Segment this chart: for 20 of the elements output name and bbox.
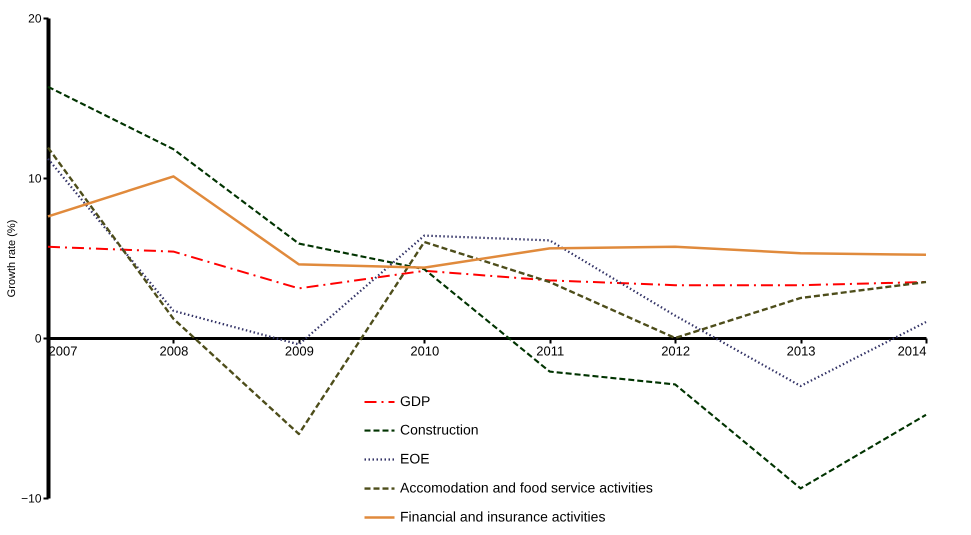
line-series [46, 175, 928, 269]
y-tick-label: 10 [28, 172, 42, 186]
line-series [46, 158, 928, 388]
legend-label: EOE [400, 450, 430, 466]
x-tick-label: 2014 [898, 344, 926, 358]
legend-label: Financial and insurance activities [400, 508, 606, 524]
legend-label: Accomodation and food service activities [400, 480, 653, 496]
y-tick-label: 0 [34, 332, 42, 346]
x-tick-label: 2009 [284, 344, 314, 358]
x-tick-label: 2008 [159, 344, 188, 358]
legend-label: Construction [400, 422, 479, 438]
line-series [46, 146, 928, 436]
x-tick-label: 2012 [661, 344, 690, 358]
y-tick-label: −10 [21, 492, 42, 506]
y-axis-title: Growth rate (%) [6, 220, 18, 298]
y-tick-label: 20 [28, 12, 42, 26]
x-tick-label: 2011 [536, 344, 564, 358]
x-tick-label: 2013 [786, 344, 816, 358]
x-tick-label: 2010 [410, 344, 440, 358]
legend-label: GDP [400, 393, 430, 409]
